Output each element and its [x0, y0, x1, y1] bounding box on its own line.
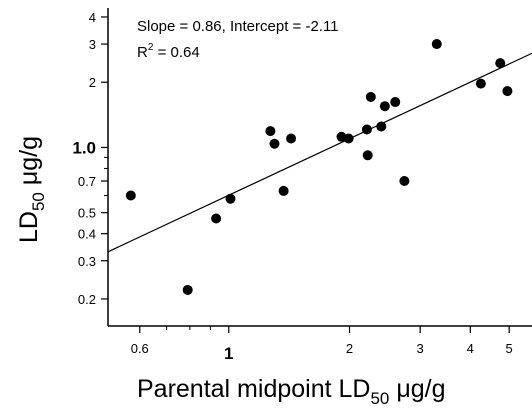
- y-tick-label: 0.2: [78, 292, 96, 307]
- y-tick-label: 0.4: [78, 227, 96, 242]
- axes: [107, 8, 532, 327]
- y-axis-title-subscript: 50: [29, 192, 48, 211]
- annotation-r-superscript: 2: [148, 42, 154, 53]
- data-point: [361, 124, 372, 135]
- data-point: [475, 78, 486, 89]
- data-points: [125, 39, 513, 295]
- data-point: [182, 284, 193, 295]
- x-tick-label: 0.6: [131, 341, 149, 356]
- x-axis-title-unit: μg/g: [389, 375, 445, 403]
- data-point: [379, 101, 390, 112]
- y-axis-title-main: LD: [15, 211, 43, 243]
- y-tick-label: 0.3: [78, 254, 96, 269]
- data-point: [502, 86, 513, 97]
- fit-line-layer: [107, 52, 532, 253]
- data-point: [365, 91, 376, 102]
- data-point: [376, 121, 387, 132]
- x-tick-label: 4: [467, 341, 474, 356]
- annotation-r: R: [137, 44, 148, 61]
- data-point: [431, 39, 442, 50]
- x-axis-title-subscript: 50: [370, 389, 389, 408]
- y-tick-label: 0.5: [78, 206, 96, 221]
- data-point: [343, 133, 354, 144]
- ticks: 0.6 1 2 3 4 5 0.2 0.3 0.4 0.5 0.7 1.0 2 3 4: [72, 10, 512, 363]
- y-tick-label: 3: [89, 37, 96, 52]
- y-axis-title: LD50 μg/g: [15, 136, 48, 243]
- x-tick-label: 3: [417, 341, 424, 356]
- y-tick-label: 4: [89, 10, 96, 25]
- data-point: [225, 193, 236, 204]
- y-axis-title-unit: μg/g: [15, 136, 43, 192]
- annotation-r2-value: = 0.64: [153, 44, 199, 61]
- data-point: [278, 185, 289, 196]
- y-tick-label: 2: [89, 75, 96, 90]
- data-point: [362, 150, 373, 161]
- data-point: [399, 176, 410, 187]
- data-point: [265, 126, 276, 137]
- x-tick-label: 1: [224, 344, 233, 363]
- y-tick-label: 0.7: [78, 174, 96, 189]
- data-point: [390, 97, 401, 108]
- x-axis-title-main: Parental midpoint LD: [137, 375, 370, 403]
- y-tick-label: 1.0: [72, 138, 96, 157]
- data-point: [495, 58, 506, 69]
- regression-line: [107, 52, 532, 253]
- x-tick-label: 5: [506, 341, 513, 356]
- annotation-line-1: Slope = 0.86, Intercept = -2.11: [137, 18, 339, 35]
- data-point: [269, 138, 280, 149]
- data-point: [211, 213, 222, 224]
- x-axis-title: Parental midpoint LD50 μg/g: [137, 375, 446, 408]
- data-point: [125, 190, 136, 201]
- data-point: [286, 133, 297, 144]
- annotation-line-2: R2 = 0.64: [137, 42, 200, 61]
- x-tick-label: 2: [346, 341, 353, 356]
